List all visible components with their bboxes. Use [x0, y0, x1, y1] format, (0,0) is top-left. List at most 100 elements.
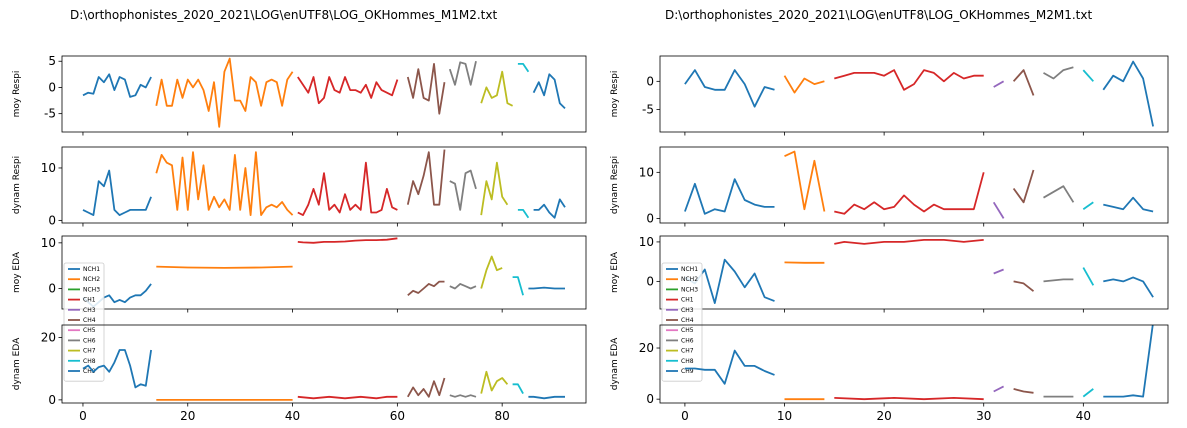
y-tick-label: 0: [646, 74, 654, 88]
series-line-ch6: [449, 394, 477, 398]
series-line-nch2: [155, 57, 294, 128]
series-line-ch8: [517, 209, 530, 219]
y-axis-label: dynam Respi: [610, 156, 620, 214]
x-tick-label: 80: [495, 409, 510, 423]
x-tick-label: 30: [976, 409, 991, 423]
series-line-ch1: [297, 161, 398, 216]
axes-frame: [61, 146, 587, 224]
subplot-left-1: 5 0 -5 moy Respi: [12, 54, 587, 136]
series-line-ch8: [1082, 267, 1095, 286]
legend-label: CH9: [681, 368, 694, 375]
series-line-nch2: [783, 75, 825, 94]
y-tick-label: 20: [639, 341, 654, 355]
legend: NCH1 NCH2 NCH3 CH1 CH3 CH4 CH5 CH6 CH7 CH8 CH9: [63, 262, 105, 382]
series-line-ch6: [1043, 278, 1074, 283]
series-line-ch9: [528, 286, 565, 290]
legend-label: NCH1: [681, 266, 698, 273]
axes-frame: [61, 235, 587, 310]
series-line-ch7: [480, 255, 503, 289]
y-tick-label: 10: [41, 236, 56, 250]
legend-label: CH5: [83, 327, 96, 334]
series-line-ch3: [992, 201, 1005, 219]
y-tick-label: -5: [44, 107, 56, 121]
series-line-ch6: [449, 169, 477, 211]
subplot-right-1: 0 -5 moy Respi: [610, 55, 1169, 136]
series-line-nch2: [156, 265, 293, 269]
series-line-ch7: [480, 70, 514, 107]
series-line-ch3: [993, 385, 1005, 393]
legend: NCH1 NCH2 NCH3 CH1 CH3 CH4 CH5 CH6 CH7 CH8 CH9: [661, 262, 703, 382]
series-line-ch1: [834, 69, 984, 91]
axes-frame: [659, 235, 1169, 310]
y-tick-label: 0: [48, 213, 56, 227]
subplot-left-4: 20 0 0 20 40 60 80 dynam EDA: [12, 324, 587, 423]
y-tick-label: 0: [48, 281, 56, 295]
series-line-ch4: [1013, 388, 1034, 394]
series-line-ch8: [1082, 201, 1094, 210]
y-axis-label: dynam EDA: [12, 337, 22, 390]
series-line-ch4: [406, 149, 446, 206]
y-axis-label: moy EDA: [610, 251, 620, 293]
legend-label: CH9: [83, 368, 96, 375]
x-tick-label: 20: [876, 409, 891, 423]
series-line-ch9: [1102, 60, 1154, 127]
series-line-ch4: [1012, 169, 1035, 204]
legend-label: NCH3: [681, 286, 698, 293]
series-line-ch4: [407, 280, 445, 296]
series-line-ch4: [407, 377, 446, 398]
x-tick-label: 10: [777, 409, 792, 423]
series-line-ch1: [297, 76, 399, 105]
legend-label: CH6: [681, 337, 694, 344]
series-line-nch1: [684, 69, 775, 108]
y-tick-label: 0: [646, 274, 654, 288]
series-line-nch1: [82, 73, 152, 98]
series-line-ch1: [834, 239, 984, 245]
x-tick-label: 0: [79, 409, 87, 423]
series-line-ch8: [512, 383, 524, 395]
series-line-nch2: [784, 150, 826, 212]
series-line-ch9: [1103, 325, 1154, 398]
y-tick-label: 0: [48, 80, 56, 94]
series-line-ch7: [480, 370, 509, 394]
legend-label: NCH2: [83, 276, 100, 283]
y-axis-label: moy Respi: [12, 71, 22, 118]
legend-label: CH5: [681, 327, 694, 334]
axes-frame: [659, 55, 1169, 133]
axes-frame: [659, 324, 1169, 404]
y-tick-label: -5: [642, 102, 654, 116]
series-line-ch6: [1043, 185, 1075, 203]
series-line-nch1: [82, 349, 152, 389]
y-tick-label: 5: [48, 54, 56, 68]
y-axis-label: dynam Respi: [12, 156, 22, 214]
series-line-ch4: [406, 63, 446, 115]
legend-label: CH1: [83, 297, 96, 304]
series-line-ch1: [297, 395, 398, 400]
legend-label: CH1: [681, 297, 694, 304]
series-line-ch9: [532, 73, 566, 110]
series-line-ch1: [834, 172, 985, 215]
subplot-left-2: 10 0 dynam Respi: [12, 146, 587, 227]
y-tick-label: 0: [646, 392, 654, 406]
series-line-ch3: [993, 268, 1004, 275]
subplot-right-4: 20 0 0 10 20 30 40 dynam EDA: [610, 324, 1169, 423]
x-tick-label: 0: [681, 409, 689, 423]
axes-frame: [61, 55, 587, 133]
series-line-ch6: [1043, 66, 1074, 80]
series-line-ch9: [1103, 276, 1154, 298]
series-line-nch1: [82, 169, 152, 216]
series-line-ch9: [533, 198, 566, 219]
x-tick-label: 40: [1076, 409, 1091, 423]
figure-title-right: D:\orthophonistes_2020_2021\LOG\enUTF8\L…: [665, 8, 1093, 22]
x-tick-label: 20: [180, 409, 195, 423]
y-tick-label: 10: [41, 161, 56, 175]
legend-label: NCH2: [681, 276, 698, 283]
legend-label: CH7: [681, 348, 694, 355]
series-line-ch9: [1103, 196, 1154, 213]
x-tick-label: 60: [390, 409, 405, 423]
y-tick-label: 0: [646, 211, 654, 225]
series-line-nch1: [684, 178, 775, 215]
y-tick-label: 20: [41, 330, 56, 344]
series-line-ch3: [993, 80, 1005, 88]
subplot-right-2: 10 0 dynam Respi: [610, 146, 1169, 227]
series-line-ch8: [512, 276, 524, 296]
